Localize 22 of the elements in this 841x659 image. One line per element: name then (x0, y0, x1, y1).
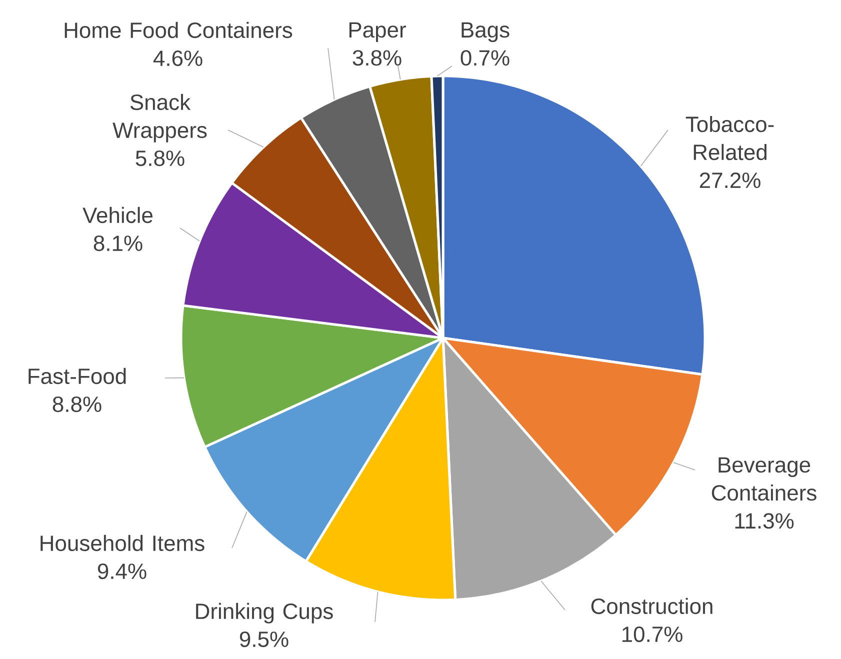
data-label: 27.2% (700, 172, 760, 188)
data-label: 9.4% (98, 563, 146, 580)
data-label: 9.5% (240, 631, 288, 648)
slice-label: Paper (349, 22, 406, 42)
data-label: 0.7% (460, 50, 510, 66)
data-label: 11.3% (735, 513, 794, 529)
slice-label: Bags (462, 22, 510, 42)
slice-label: Construction (591, 598, 712, 614)
data-label: 8.8% (52, 396, 102, 412)
slice-label: Drinking Cups (196, 602, 333, 624)
data-label: 4.6% (153, 50, 202, 66)
data-label: 5.8% (136, 150, 184, 166)
data-label: 8.1% (94, 235, 142, 252)
slice-label: Vehicle (82, 206, 152, 224)
slice-label: Household Items (40, 534, 204, 552)
slice-label: Tobacco-Related (686, 116, 774, 160)
data-label: 3.8% (352, 50, 402, 66)
data-label: 10.7% (622, 626, 682, 642)
slice-label: Home Food Containers (64, 22, 292, 38)
slice-label: Snack Wrappers (112, 94, 207, 142)
slice-label: Beverage Containers (712, 457, 816, 501)
slice-label: Fast-Food (28, 368, 126, 384)
